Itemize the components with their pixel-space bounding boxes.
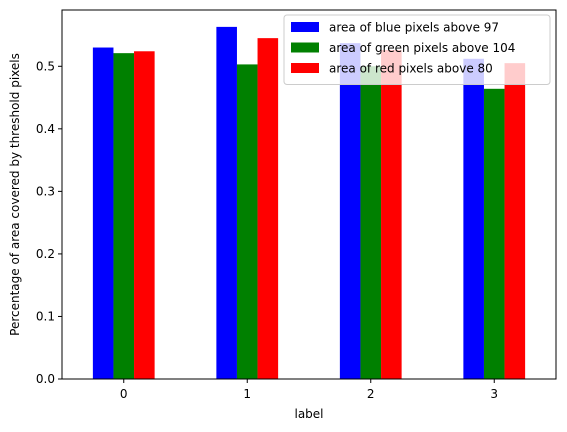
x-axis-label: label [294, 407, 323, 421]
bar-series-0-category-1 [216, 26, 237, 379]
x-tick-label: 1 [243, 387, 251, 401]
y-tick-label: 0.5 [36, 59, 55, 73]
y-axis-label: Percentage of area covered by threshold … [8, 53, 22, 336]
bar-series-2-category-0 [134, 51, 155, 380]
y-axis: 0.0 0.1 0.2 0.3 0.4 0.5 [36, 59, 62, 386]
legend: area of blue pixels above 97 area of gree… [283, 14, 551, 85]
legend-swatch-2 [291, 63, 319, 73]
axes-frame [61, 9, 557, 380]
bar-series-2-category-2 [381, 50, 402, 379]
legend-swatch-1 [291, 42, 319, 53]
legend-label-2: area of red pixels above 80 [329, 62, 493, 76]
y-tick-label: 0.4 [36, 122, 55, 136]
legend-swatch-0 [291, 22, 319, 32]
x-axis: 0 1 2 3 [120, 379, 498, 401]
y-tick-label: 0.1 [36, 309, 55, 323]
y-tick-label: 0.3 [36, 184, 55, 198]
x-tick-label: 2 [367, 387, 375, 401]
bar-series-1-category-1 [236, 64, 258, 379]
y-tick-label: 0.2 [36, 247, 55, 261]
bar-series-1-category-0 [113, 53, 135, 379]
bar-series-1-category-3 [483, 88, 505, 379]
x-tick-label: 0 [120, 387, 128, 401]
legend-label-0: area of blue pixels above 97 [329, 21, 499, 35]
bar-series-2-category-1 [257, 38, 279, 379]
legend-box [283, 14, 551, 85]
bar-series-2-category-3 [504, 63, 526, 380]
bars-group [92, 26, 526, 380]
x-tick-label: 3 [490, 387, 498, 401]
bar-series-0-category-3 [463, 58, 484, 379]
bar-series-1-category-2 [360, 66, 382, 379]
y-tick-label: 0.0 [36, 372, 55, 386]
bar-series-0-category-2 [339, 43, 361, 379]
bar-series-0-category-0 [92, 47, 114, 380]
legend-label-1: area of green pixels above 104 [329, 41, 515, 55]
